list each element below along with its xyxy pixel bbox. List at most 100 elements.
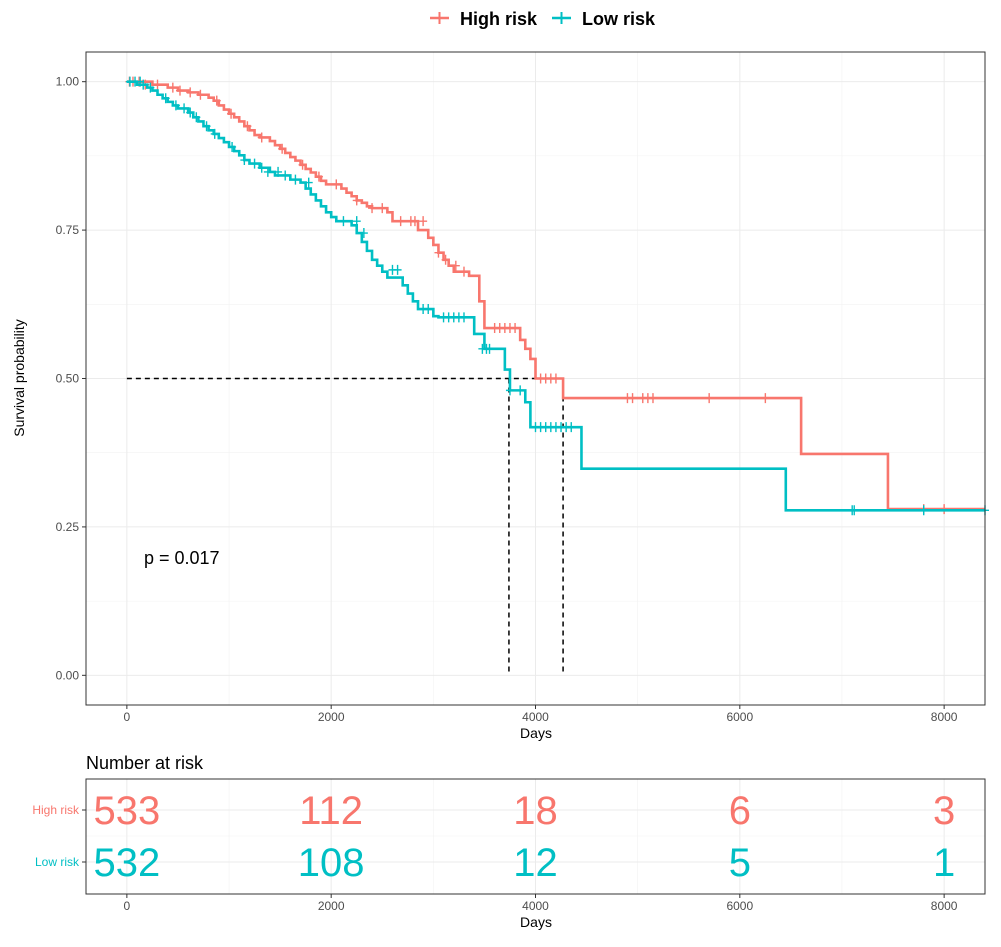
censor-mark-high-risk — [378, 203, 387, 214]
risk-table-grid — [86, 779, 985, 894]
censor-mark-low-risk — [210, 128, 219, 139]
censor-mark-high-risk — [212, 95, 221, 106]
risk-x-tick-label: 6000 — [726, 899, 753, 913]
x-axis-title: Days — [520, 725, 552, 741]
censor-mark-high-risk — [175, 85, 184, 96]
censor-mark-high-risk — [511, 323, 520, 334]
censor-mark-low-risk — [257, 162, 266, 173]
censor-mark-low-risk — [304, 177, 313, 188]
survival-plot: 0.00 0.25 0.50 0.75 1.00 0 2000 4000 6000 8000 p… — [11, 51, 989, 741]
censor-mark-low-risk — [186, 107, 195, 118]
censor-mark-high-risk — [278, 143, 287, 154]
survival-curve-high-risk — [126, 80, 985, 511]
x-tick-label: 8000 — [931, 710, 958, 724]
legend-label-high-risk: High risk — [460, 9, 538, 29]
legend: High risk Low risk — [430, 9, 656, 29]
censor-mark-low-risk — [240, 155, 249, 166]
censor-mark-low-risk — [359, 228, 368, 239]
censor-mark-high-risk — [257, 132, 266, 143]
risk-count-high-risk: 533 — [93, 789, 160, 833]
censor-mark-high-risk — [332, 179, 341, 190]
censor-mark-low-risk — [339, 216, 348, 227]
censor-mark-low-risk — [505, 385, 514, 396]
censor-mark-low-risk — [516, 385, 525, 396]
censor-mark-low-risk — [171, 100, 180, 111]
risk-count-low-risk: 532 — [93, 841, 160, 885]
censor-mark-high-risk — [153, 79, 162, 90]
censor-mark-low-risk — [352, 216, 361, 227]
risk-count-high-risk: 6 — [729, 789, 751, 833]
censor-mark-high-risk — [761, 393, 770, 404]
censor-mark-high-risk — [434, 247, 443, 258]
risk-x-tick-label: 4000 — [522, 899, 549, 913]
risk-table-x-axis-title: Days — [520, 914, 552, 930]
censor-mark-low-risk — [567, 422, 576, 433]
p-value-annotation: p = 0.017 — [144, 548, 220, 568]
survival-curves — [125, 76, 989, 516]
censor-mark-low-risk — [250, 158, 259, 169]
risk-x-tick-label: 2000 — [318, 899, 345, 913]
censor-mark-high-risk — [441, 254, 450, 265]
censor-mark-high-risk — [705, 393, 714, 404]
censor-mark-high-risk — [396, 216, 405, 227]
risk-count-high-risk: 3 — [933, 789, 955, 833]
legend-item-low-risk: Low risk — [552, 9, 656, 29]
censor-mark-low-risk — [146, 82, 155, 93]
risk-count-low-risk: 108 — [298, 841, 365, 885]
censor-mark-high-risk — [298, 159, 307, 170]
censor-mark-high-risk — [459, 266, 468, 277]
censor-mark-high-risk — [227, 108, 236, 119]
censor-mark-low-risk — [228, 141, 237, 152]
censor-mark-low-risk — [485, 343, 494, 354]
censor-mark-high-risk — [243, 121, 252, 132]
censor-mark-low-risk — [192, 112, 201, 123]
y-tick-label: 0.25 — [56, 520, 80, 534]
censor-mark-low-risk — [202, 121, 211, 132]
censor-mark-high-risk — [628, 393, 637, 404]
risk-x-tick-label: 0 — [124, 899, 131, 913]
censor-mark-low-risk — [263, 166, 272, 177]
censor-mark-low-risk — [161, 93, 170, 104]
legend-label-low-risk: Low risk — [582, 9, 656, 29]
x-tick-label: 0 — [124, 710, 131, 724]
y-axis-title: Survival probability — [11, 319, 27, 437]
risk-table-x-axis: 0 2000 4000 6000 8000 — [124, 894, 958, 913]
censor-mark-high-risk — [352, 195, 361, 206]
censor-mark-high-risk — [410, 216, 419, 227]
censor-mark-high-risk — [186, 87, 195, 98]
x-axis: 0 2000 4000 6000 8000 — [124, 705, 958, 724]
censor-mark-low-risk — [919, 505, 928, 516]
censor-mark-low-risk — [393, 264, 402, 275]
risk-count-low-risk: 5 — [729, 841, 751, 885]
censor-mark-low-risk — [424, 304, 433, 315]
risk-x-tick-label: 8000 — [931, 899, 958, 913]
y-tick-label: 0.00 — [56, 668, 80, 682]
censor-mark-high-risk — [419, 216, 428, 227]
censor-mark-low-risk — [139, 79, 148, 90]
censor-mark-high-risk — [368, 203, 377, 214]
risk-row-label-high-risk: High risk — [32, 803, 80, 817]
x-tick-label: 6000 — [726, 710, 753, 724]
risk-count-high-risk: 112 — [299, 789, 363, 833]
censor-mark-low-risk — [291, 174, 300, 185]
risk-row-label-low-risk: Low risk — [35, 855, 80, 869]
censor-mark-high-risk — [551, 373, 560, 384]
y-tick-label: 0.75 — [56, 223, 80, 237]
risk-count-high-risk: 18 — [513, 789, 558, 833]
censor-mark-low-risk — [274, 166, 283, 177]
y-tick-label: 1.00 — [56, 75, 80, 89]
risk-table-title: Number at risk — [86, 753, 204, 773]
censor-mark-low-risk — [850, 505, 859, 516]
risk-count-low-risk: 12 — [513, 841, 558, 885]
risk-table-row-labels: High risk Low risk — [32, 803, 86, 869]
censor-mark-high-risk — [168, 82, 177, 93]
risk-table: Number at risk 533 112 18 6 3 532 108 12 5 1 High… — [32, 753, 986, 930]
y-tick-label: 0.50 — [56, 372, 80, 386]
y-axis: 0.00 0.25 0.50 0.75 1.00 — [56, 75, 86, 682]
x-tick-label: 2000 — [318, 710, 345, 724]
censor-mark-high-risk — [314, 171, 323, 182]
censor-mark-low-risk — [281, 170, 290, 181]
legend-item-high-risk: High risk — [430, 9, 538, 29]
censor-mark-low-risk — [459, 312, 468, 323]
